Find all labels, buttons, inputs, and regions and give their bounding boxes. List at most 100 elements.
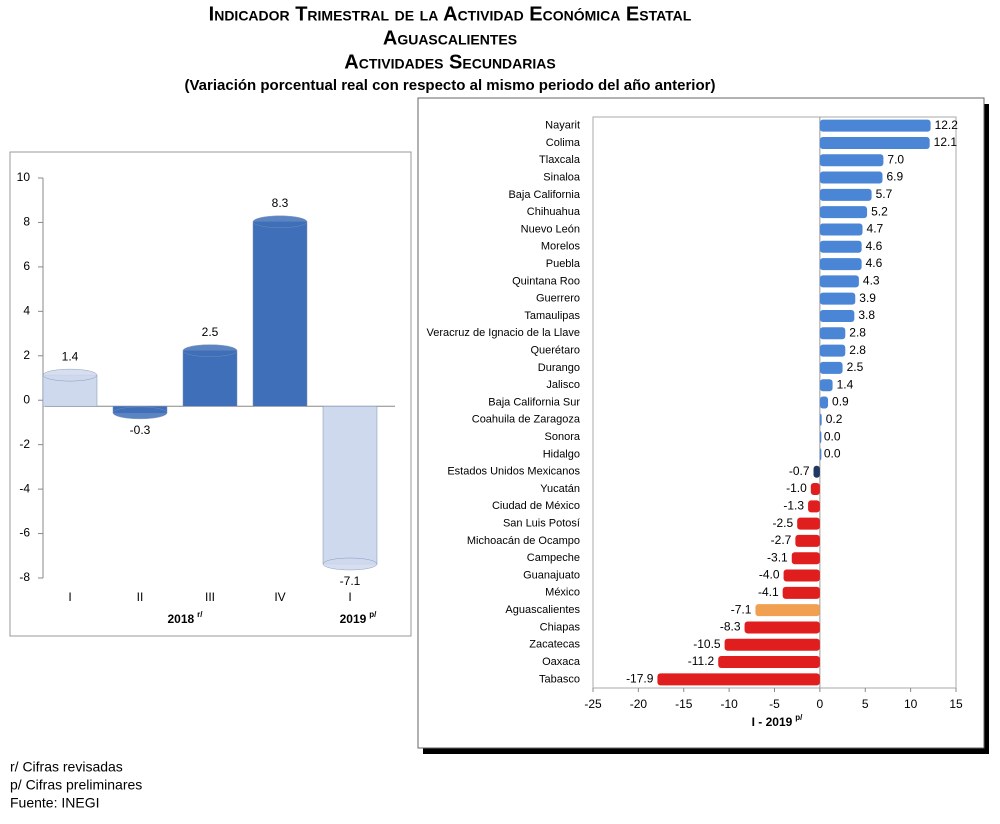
value-label: -1.0 [786, 481, 807, 495]
value-label: -17.9 [626, 672, 654, 686]
bar [819, 292, 856, 305]
bar [819, 344, 846, 357]
group-label-note: p/ [369, 610, 377, 619]
category-label: Colima [546, 137, 581, 149]
bar [819, 275, 859, 288]
category-label: Sonora [545, 431, 581, 443]
subtitle: (Variación porcentual real con respecto … [185, 77, 716, 94]
bar [782, 586, 820, 599]
bar [819, 448, 822, 461]
value-label: 3.8 [858, 308, 875, 322]
bar [819, 240, 862, 253]
value-label: -1.3 [783, 498, 804, 512]
value-label: 1.4 [62, 349, 79, 363]
x-tick-label: 5 [862, 697, 869, 711]
footnote: p/ Cifras preliminares [10, 777, 142, 793]
y-tick-label: 4 [23, 304, 30, 318]
bar-cap [322, 557, 378, 571]
x-tick-label: 15 [949, 697, 963, 711]
bar [819, 188, 872, 201]
category-label: Michoacán de Ocampo [467, 535, 580, 547]
value-label: -7.1 [340, 574, 361, 588]
category-label: Tabasco [539, 673, 580, 685]
x-tick-label: -10 [720, 697, 738, 711]
x-tick-label: -25 [584, 697, 602, 711]
bar-cap [182, 344, 238, 357]
category-label: Ciudad de México [492, 500, 580, 512]
category-label: Querétaro [530, 344, 580, 356]
x-tick-label: -20 [630, 697, 648, 711]
value-label: 4.3 [863, 274, 880, 288]
category-label: Quintana Roo [512, 275, 580, 287]
category-label: Baja California Sur [488, 396, 580, 408]
bar [819, 223, 863, 236]
value-label: 5.7 [876, 187, 893, 201]
value-label: -8.3 [720, 620, 741, 634]
bar [819, 309, 855, 322]
value-label: 3.9 [859, 291, 876, 305]
group-label-text: 2018 [167, 612, 194, 626]
y-tick-label: 2 [23, 348, 30, 362]
value-label: 2.8 [849, 343, 866, 357]
bar [813, 465, 820, 478]
category-label: Oaxaca [542, 656, 581, 668]
x-tick-label: IV [274, 590, 285, 604]
value-label: 8.3 [272, 196, 289, 210]
bar [791, 552, 820, 565]
bar [819, 206, 868, 219]
value-label: -11.2 [688, 654, 715, 668]
y-tick-label: 10 [17, 170, 31, 184]
category-label: Aguascalientes [505, 604, 580, 616]
x-tick-label: 10 [904, 697, 918, 711]
category-label: Puebla [546, 258, 581, 270]
x-tick-label: 0 [817, 697, 824, 711]
y-tick-label: -8 [19, 570, 30, 584]
y-tick-label: 6 [23, 259, 30, 273]
bar [819, 154, 884, 167]
bar [819, 431, 822, 444]
value-label: 4.7 [867, 222, 884, 236]
bar [795, 534, 820, 547]
value-label: -4.0 [759, 568, 780, 582]
bar [744, 621, 820, 634]
sector: Actividades Secundarias [344, 51, 555, 73]
y-tick-label: -4 [19, 481, 30, 495]
category-label: Sinaloa [543, 171, 581, 183]
category-label: Campeche [527, 552, 580, 564]
x-axis-label-note: p/ [795, 713, 803, 722]
value-label: -2.7 [771, 533, 792, 547]
value-label: 6.9 [886, 170, 903, 184]
x-tick-label: II [137, 590, 144, 604]
state: Aguascalientes [383, 27, 517, 49]
category-label: Jalisco [546, 379, 580, 391]
y-tick-label: 0 [23, 392, 30, 406]
x-tick-label: III [205, 590, 215, 604]
bar [819, 119, 931, 132]
value-label: 4.6 [866, 239, 883, 253]
category-label: Hidalgo [543, 448, 580, 460]
value-label: 7.0 [887, 152, 904, 166]
bar-cap [42, 368, 98, 382]
group-label: 2018 r/ [167, 610, 203, 626]
value-label: 5.2 [871, 204, 888, 218]
value-label: 2.5 [847, 360, 864, 374]
category-label: Estados Unidos Mexicanos [447, 466, 580, 478]
bar [819, 396, 829, 409]
value-label: 0.0 [824, 429, 841, 443]
category-label: Tamaulipas [524, 310, 580, 322]
bar [783, 569, 820, 582]
bar-cap [112, 406, 168, 420]
x-tick-label: I [348, 590, 351, 604]
category-label: Nuevo León [521, 223, 580, 235]
value-label: 1.4 [837, 377, 854, 391]
bar [819, 413, 822, 426]
group-label-note: r/ [197, 610, 203, 619]
y-tick-label: 8 [23, 215, 30, 229]
right-frame [417, 97, 985, 749]
value-label: 0.0 [824, 447, 841, 461]
category-label: Veracruz de Ignacio de la Llave [427, 327, 581, 339]
category-label: Zacatecas [529, 639, 580, 651]
value-label: 12.2 [935, 118, 959, 132]
bar [797, 517, 820, 530]
